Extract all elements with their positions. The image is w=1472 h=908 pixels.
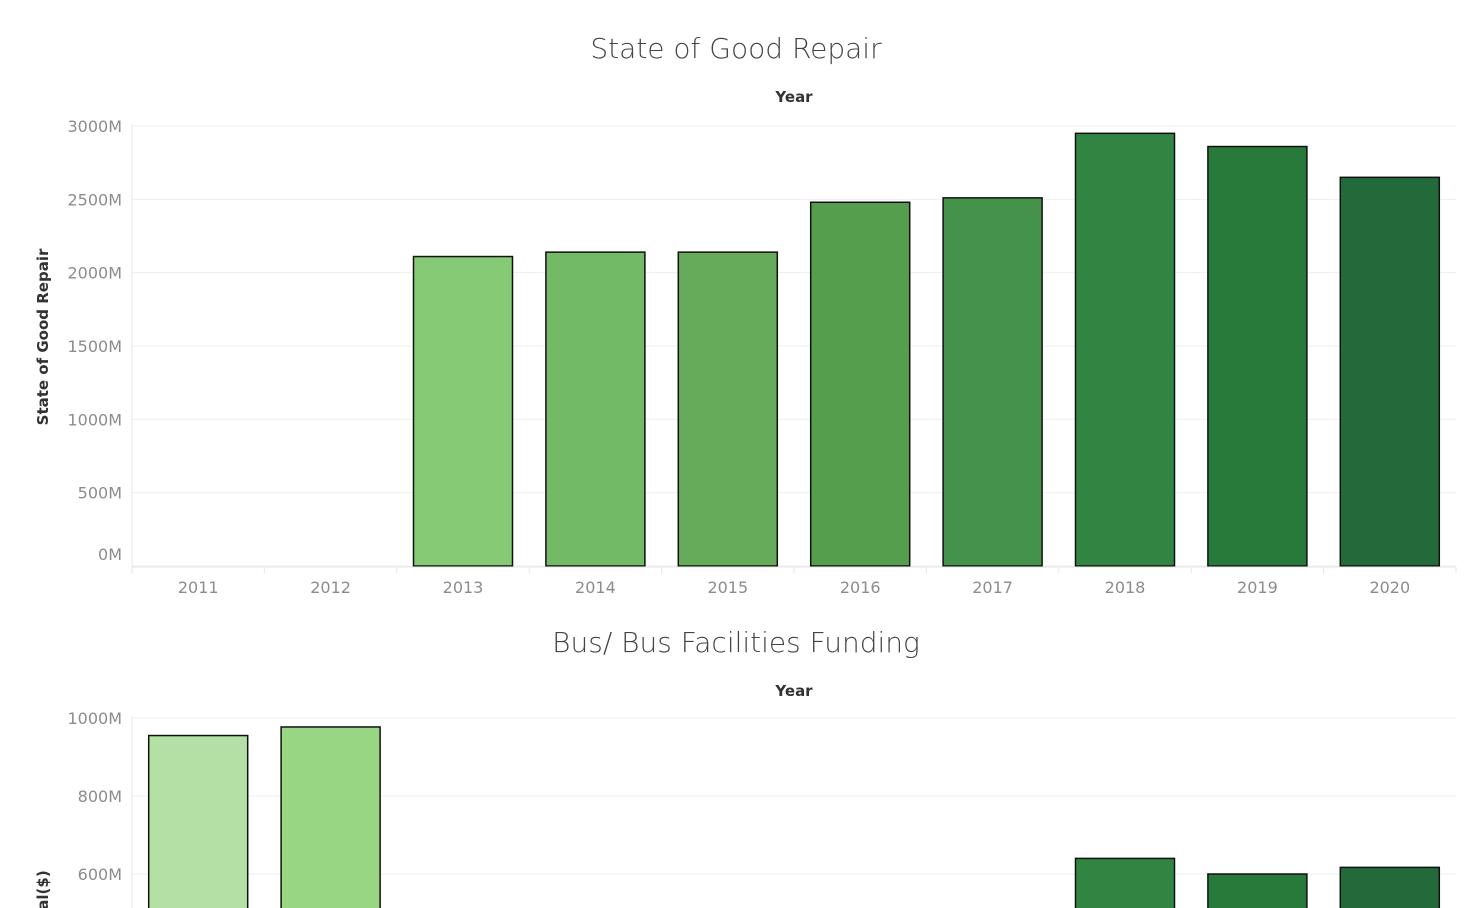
c1-bar-2016[interactable] xyxy=(811,202,910,566)
c1-ytick-label: 0M xyxy=(98,545,122,564)
c1-xtick-label: 2016 xyxy=(840,578,881,597)
c1-xtick-label: 2020 xyxy=(1369,578,1410,597)
c2-ytick-label: 1000M xyxy=(67,709,122,728)
c1-bar-2013[interactable] xyxy=(414,257,513,566)
c1-bar-2020[interactable] xyxy=(1340,177,1439,566)
c1-xtick-label: 2019 xyxy=(1237,578,1278,597)
c1-xtick-label: 2013 xyxy=(443,578,484,597)
c1-ytick-label: 500M xyxy=(78,484,122,503)
chart1-xlabel: Year xyxy=(774,88,813,106)
c1-bar-2018[interactable] xyxy=(1076,133,1175,566)
c1-xtick-label: 2014 xyxy=(575,578,616,597)
c2-bar-2018[interactable] xyxy=(1076,858,1175,908)
chart1-ylabel: State of Good Repair xyxy=(34,248,52,425)
c1-xtick-label: 2012 xyxy=(310,578,351,597)
c1-xtick-label: 2011 xyxy=(178,578,219,597)
chart2-title: Bus/ Bus Facilities Funding xyxy=(552,626,920,659)
c1-xtick-label: 2015 xyxy=(707,578,748,597)
c1-bar-2019[interactable] xyxy=(1208,147,1307,566)
c2-bar-2011[interactable] xyxy=(149,736,248,908)
c1-ytick-label: 1500M xyxy=(67,337,122,356)
c1-ytick-label: 2500M xyxy=(67,190,122,209)
chart1-title: State of Good Repair xyxy=(590,32,882,65)
chart2-xlabel: Year xyxy=(774,682,813,700)
c1-xtick-label: 2017 xyxy=(972,578,1013,597)
c1-ytick-label: 2000M xyxy=(67,264,122,283)
c2-ytick-label: 800M xyxy=(78,787,122,806)
chart-bus-facilities-funding: Bus/ Bus Facilities Funding Year al($) 6… xyxy=(34,626,1456,908)
c1-bar-2015[interactable] xyxy=(678,252,777,566)
c1-ytick-label: 3000M xyxy=(67,117,122,136)
c2-bar-2019[interactable] xyxy=(1208,874,1307,908)
c2-ytick-label: 600M xyxy=(78,865,122,884)
chart-state-of-good-repair: State of Good Repair Year State of Good … xyxy=(34,32,1456,597)
c1-ytick-label: 1000M xyxy=(67,410,122,429)
c1-xtick-label: 2018 xyxy=(1105,578,1146,597)
c2-bar-2012[interactable] xyxy=(281,727,380,908)
c2-bar-2020[interactable] xyxy=(1340,867,1439,908)
chart2-ylabel: al($) xyxy=(34,870,52,908)
c1-bar-2017[interactable] xyxy=(943,198,1042,566)
c1-bar-2014[interactable] xyxy=(546,252,645,566)
